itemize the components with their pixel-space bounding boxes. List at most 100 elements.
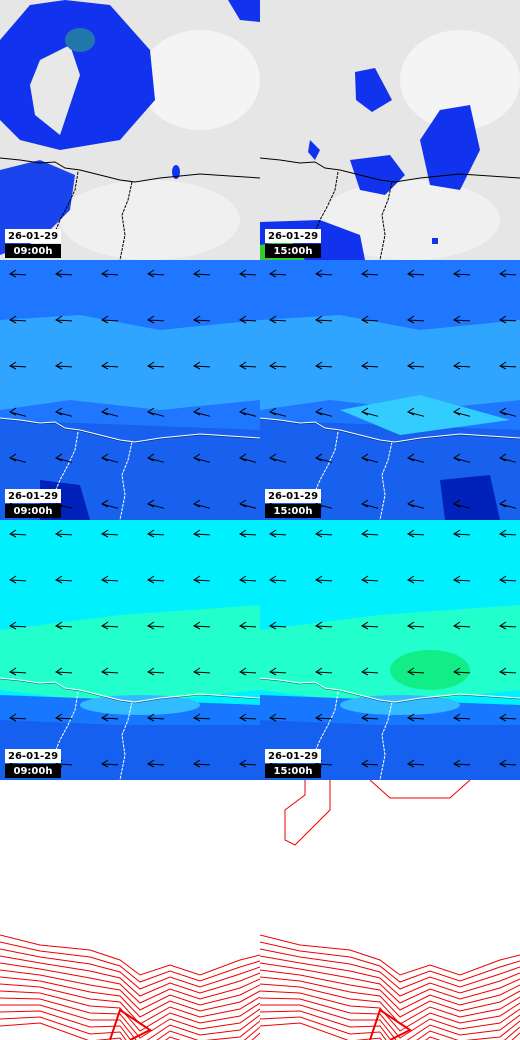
wind-arrow [193,667,211,676]
time-label: 15:00h [274,766,313,777]
map-panel [260,520,520,780]
wind-arrow [269,269,287,278]
panel-content [260,780,520,1040]
contour [0,1016,260,1040]
date-box [5,229,61,243]
wind-arrow [9,407,27,417]
wind-arrow [147,269,165,278]
wind-arrow [239,315,257,324]
map-panel [260,0,520,260]
time-box [265,764,321,778]
wind-arrow [361,453,379,463]
wind-arrow [193,499,211,509]
wind-arrow [9,529,27,538]
wind-arrow [9,453,27,463]
wind-arrow [269,361,287,370]
wind-arrow [147,529,165,538]
contour [284,780,331,846]
wind-arrow [361,407,379,417]
wind-arrow [239,407,257,417]
wind-arrow [407,407,425,417]
coastline [0,677,260,703]
wind-arrow [55,667,73,676]
wind-arrow [147,621,165,630]
contour [260,969,520,1011]
wind-arrow [407,315,425,324]
contour [0,948,260,990]
contour [0,990,260,1032]
wind-arrow [239,499,257,509]
wind-arrow [361,361,379,370]
time-box [5,764,61,778]
contour [260,997,520,1039]
wind-arrow [361,499,379,509]
wind-arrow [315,361,333,370]
wind-arrow [193,621,211,630]
wind-arrow [55,621,73,630]
panel-content [260,520,520,780]
wind-arrow [361,621,379,630]
time-label: 09:00h [14,246,53,257]
map-panel [0,520,260,780]
wind-arrow [315,621,333,630]
wind-arrow [361,759,379,768]
wind-arrow [55,315,73,324]
wind-arrow [147,407,165,417]
wind-arrow [499,407,517,417]
wind-arrow [269,529,287,538]
wind-arrow [147,453,165,463]
wind-arrow [453,667,471,676]
wind-arrow [499,529,517,538]
wind-arrow [269,621,287,630]
contour [0,976,260,1018]
wind-arrow [499,713,517,722]
wind-arrow [315,269,333,278]
contour [0,955,260,997]
precip-free [30,45,80,135]
border [314,691,393,780]
wind-arrow [407,269,425,278]
wind-arrow [453,713,471,722]
wind-zone [440,475,500,520]
date-box [265,749,321,763]
coastline-shadow [0,678,260,704]
wind-arrow [239,269,257,278]
wind-zone [390,650,470,690]
wind-arrow [315,529,333,538]
contour [369,780,471,799]
coastline-shadow [260,418,520,444]
wind-arrow [193,759,211,768]
wind-arrow [269,315,287,324]
date-box [5,749,61,763]
precip-core [65,28,95,52]
wind-arrow [407,453,425,463]
wind-arrow [239,713,257,722]
wind-arrow [499,453,517,463]
panel-content [0,260,260,520]
wind-arrow [239,621,257,630]
time-label: 09:00h [14,506,53,517]
coastline [0,157,260,183]
wind-arrow [453,315,471,324]
contour [260,934,520,976]
wind-arrow [55,453,73,463]
time-label: 15:00h [274,506,313,517]
wind-arrow [315,713,333,722]
contour [0,1004,260,1040]
map-panel [0,0,260,260]
contour [0,969,260,1011]
coastline [260,157,520,183]
wind-arrow [55,575,73,584]
time-box [5,244,61,258]
map-panel [260,780,520,1040]
time-label: 15:00h [274,246,313,257]
wind-arrow [193,361,211,370]
wind-arrow [193,529,211,538]
date-box [5,489,61,503]
wind-arrow [239,575,257,584]
wind-arrow [269,667,287,676]
date-label: 26-01-29 [268,231,318,242]
wind-arrow [147,499,165,509]
contour [260,1016,520,1040]
